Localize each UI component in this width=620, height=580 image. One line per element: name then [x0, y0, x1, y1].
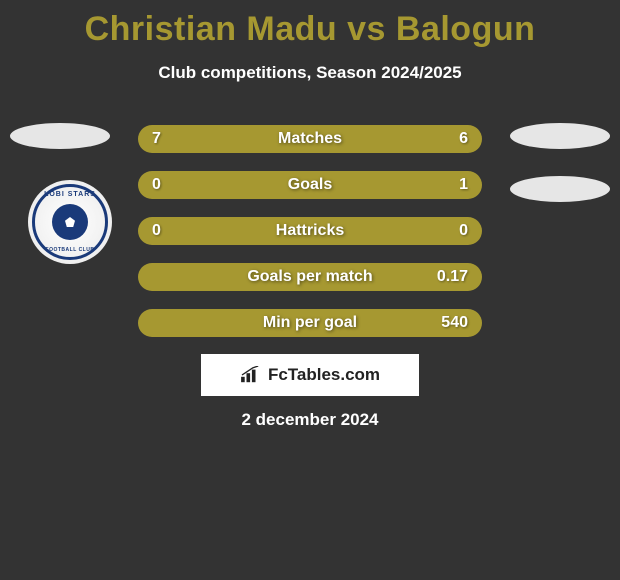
- stat-label: Goals: [288, 176, 332, 194]
- date-text: 2 december 2024: [0, 410, 620, 430]
- stat-label: Hattricks: [276, 222, 344, 240]
- badge-top-text: LOBI STARS: [44, 191, 96, 198]
- subtitle: Club competitions, Season 2024/2025: [0, 63, 620, 83]
- bar-chart-icon: [240, 366, 262, 384]
- stat-row-hattricks: 0 Hattricks 0: [138, 217, 482, 245]
- stat-right-value: 540: [428, 314, 468, 332]
- stat-right-value: 0.17: [428, 268, 468, 286]
- stat-left-value: 0: [152, 176, 192, 194]
- stat-label: Goals per match: [247, 268, 372, 286]
- player-right-placeholder-1: [510, 123, 610, 149]
- stat-right-value: 1: [428, 176, 468, 194]
- player-left-placeholder: [10, 123, 110, 149]
- stat-row-goals-per-match: Goals per match 0.17: [138, 263, 482, 291]
- stat-left-value: 7: [152, 130, 192, 148]
- fctables-logo[interactable]: FcTables.com: [201, 354, 419, 396]
- stat-right-value: 6: [428, 130, 468, 148]
- club-badge-ring: LOBI STARS FOOTBALL CLUB: [32, 184, 108, 260]
- comparison-title: Christian Madu vs Balogun: [0, 0, 620, 49]
- stats-container: 7 Matches 6 0 Goals 1 0 Hattricks 0 Goal…: [138, 125, 482, 355]
- stat-label: Min per goal: [263, 314, 357, 332]
- stat-row-goals: 0 Goals 1: [138, 171, 482, 199]
- stat-row-matches: 7 Matches 6: [138, 125, 482, 153]
- club-badge: LOBI STARS FOOTBALL CLUB: [28, 180, 112, 264]
- badge-ball-icon: [52, 204, 88, 240]
- badge-bottom-text: FOOTBALL CLUB: [46, 247, 95, 253]
- player-right-placeholder-2: [510, 176, 610, 202]
- stat-left-value: 0: [152, 222, 192, 240]
- logo-text: FcTables.com: [268, 365, 380, 385]
- stat-label: Matches: [278, 130, 342, 148]
- stat-right-value: 0: [428, 222, 468, 240]
- stat-row-min-per-goal: Min per goal 540: [138, 309, 482, 337]
